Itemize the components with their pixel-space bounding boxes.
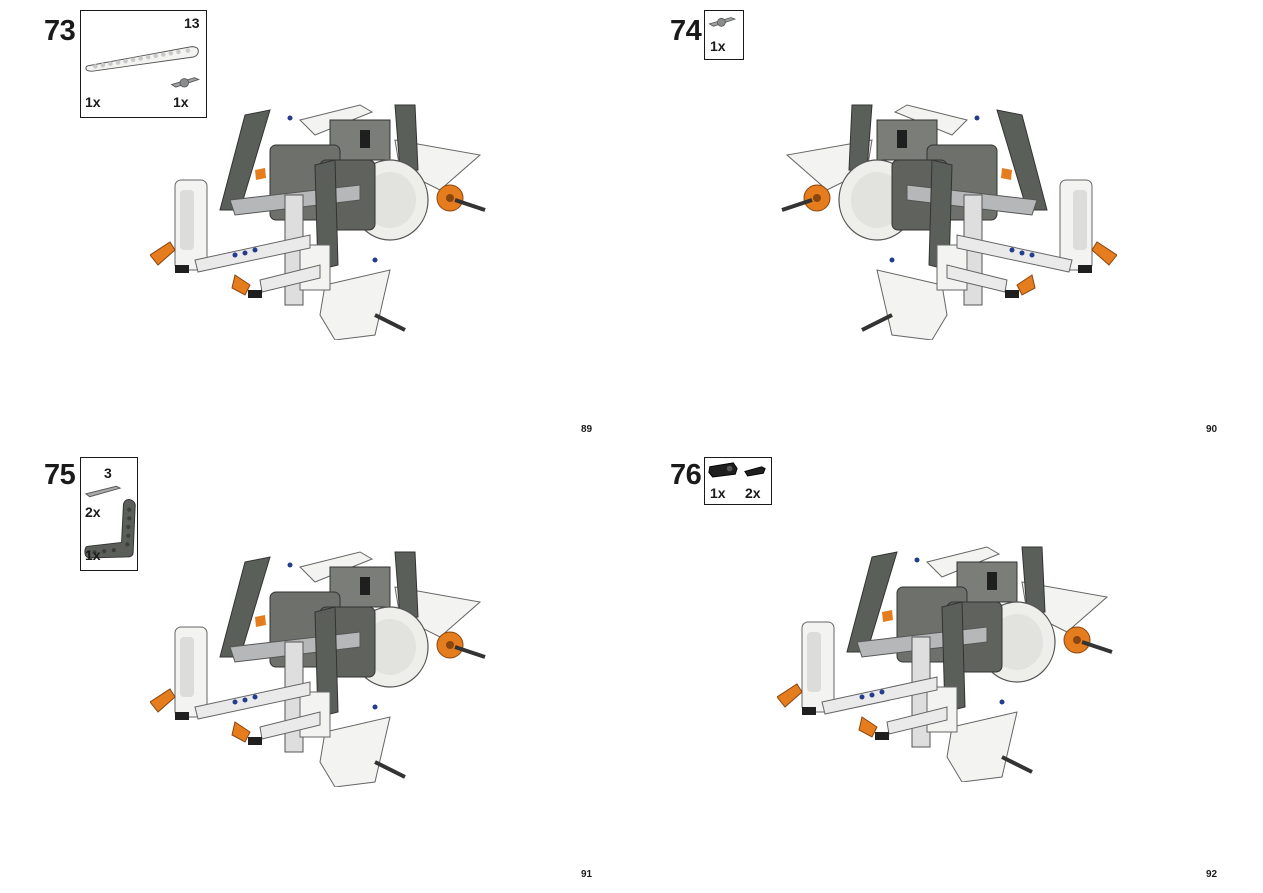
part-quantity: 1x [710, 485, 726, 501]
parts-callout: 3 2x 1x [80, 457, 138, 571]
step-panel-75: 75 3 2x 1x 91 [0, 447, 631, 893]
part-quantity: 1x [85, 94, 101, 110]
pin-connector-part-icon [707, 461, 739, 478]
step-panel-76: 76 1x 2x 92 [632, 447, 1263, 893]
parts-callout: 13 1x 1x [80, 10, 207, 118]
part-quantity: 2x [85, 504, 101, 520]
model-illustration [150, 100, 490, 340]
step-number: 73 [44, 15, 76, 47]
step-number: 76 [670, 459, 702, 491]
part-size-label: 3 [104, 465, 112, 481]
part-quantity: 2x [745, 485, 761, 501]
model-illustration [150, 547, 490, 787]
part-quantity: 1x [710, 38, 726, 54]
part-quantity: 1x [85, 547, 101, 563]
part-quantity: 1x [173, 94, 189, 110]
step-panel-74: 74 1x 90 [632, 0, 1263, 446]
friction-pin-part-icon [743, 464, 767, 477]
axle-pin-part-icon [169, 74, 203, 90]
page-number: 92 [1206, 869, 1218, 880]
step-panel-73: 73 13 1x 1x 89 [0, 0, 631, 446]
page-number: 89 [581, 424, 593, 435]
axle-pin-part-icon [707, 14, 739, 29]
step-number: 75 [44, 459, 76, 491]
parts-callout: 1x 2x [704, 457, 772, 505]
model-illustration [777, 542, 1117, 782]
beam-13-part-icon [84, 41, 202, 73]
page-number: 90 [1206, 424, 1218, 435]
page-number: 91 [581, 869, 593, 880]
part-size-label: 13 [184, 15, 200, 31]
step-number: 74 [670, 15, 702, 47]
parts-callout: 1x [704, 10, 744, 60]
model-illustration [777, 100, 1117, 340]
